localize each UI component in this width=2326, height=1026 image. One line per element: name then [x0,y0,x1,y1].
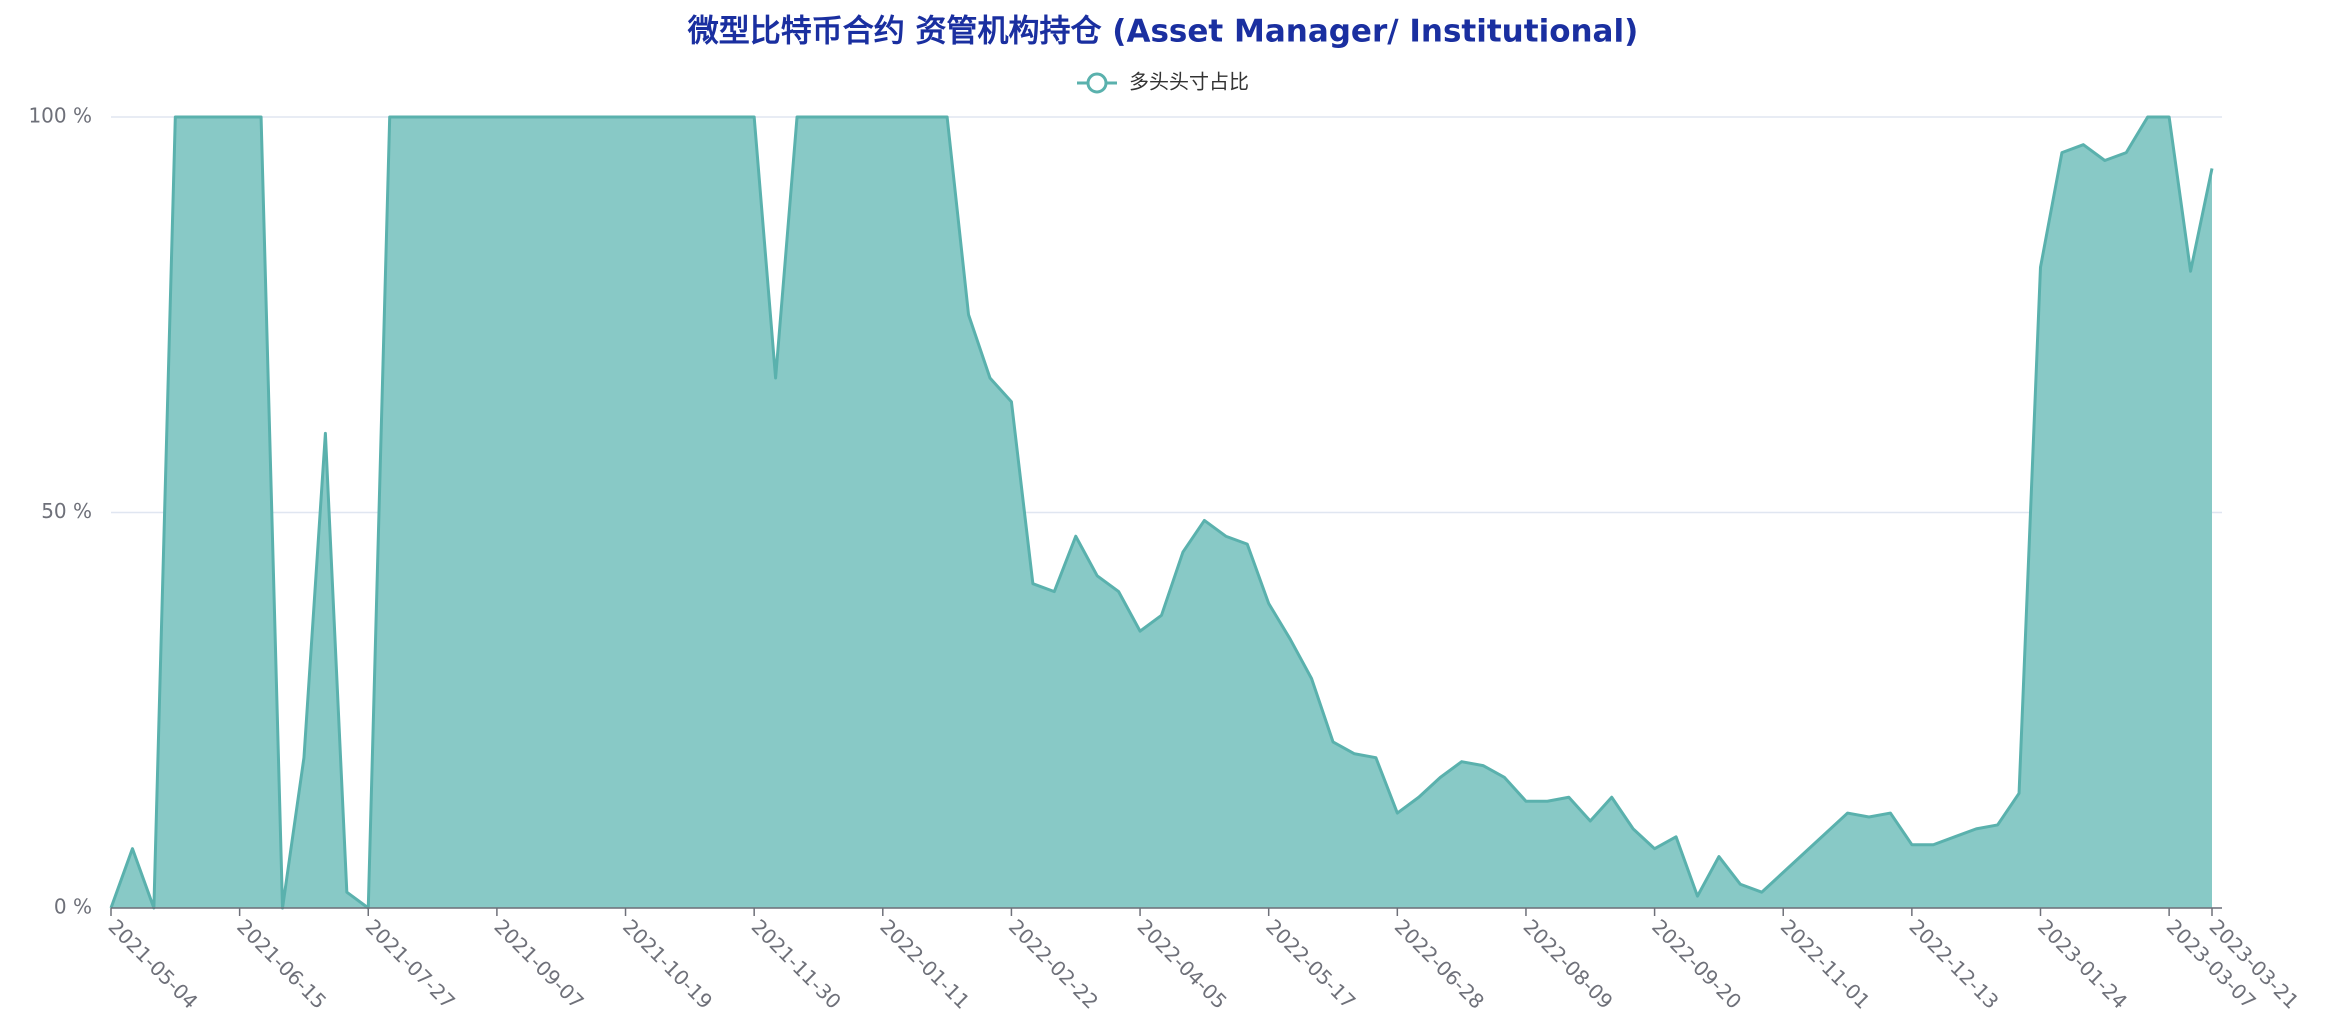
x-tick-label: 2023-01-24 [2033,914,2132,1013]
y-tick-label: 100 % [28,104,92,128]
x-tick-label: 2022-06-28 [1390,914,1489,1013]
series-line [109,115,2214,910]
y-tick-label: 50 % [41,499,92,523]
legend-marker [1086,72,1108,94]
x-tick-label: 2021-09-07 [489,914,588,1013]
x-tick-label: 2021-10-19 [618,914,717,1013]
legend-label: 多头头寸占比 [1129,70,1249,94]
x-tick-label: 2021-11-30 [747,914,846,1013]
x-tick-label: 2022-05-17 [1261,914,1360,1013]
x-tick-label: 2022-01-11 [875,914,974,1013]
chart-title: 微型比特币合约 资管机构持仓 (Asset Manager/ Instituti… [687,14,1639,50]
x-tick-label: 2022-12-13 [1904,914,2003,1013]
x-tick-label: 2022-08-09 [1519,914,1618,1013]
x-tick-label: 2022-11-01 [1776,914,1875,1013]
y-tick-label: 0 % [54,895,92,919]
x-tick-label: 2022-09-20 [1647,914,1746,1013]
area-fill [111,117,2212,908]
x-tick-label: 2021-07-27 [361,914,460,1013]
x-tick-label: 2022-04-05 [1133,914,1232,1013]
x-tick-label: 2021-05-04 [104,914,203,1013]
x-tick-label: 2022-02-22 [1004,914,1103,1013]
x-tick-label: 2021-06-15 [232,914,331,1013]
